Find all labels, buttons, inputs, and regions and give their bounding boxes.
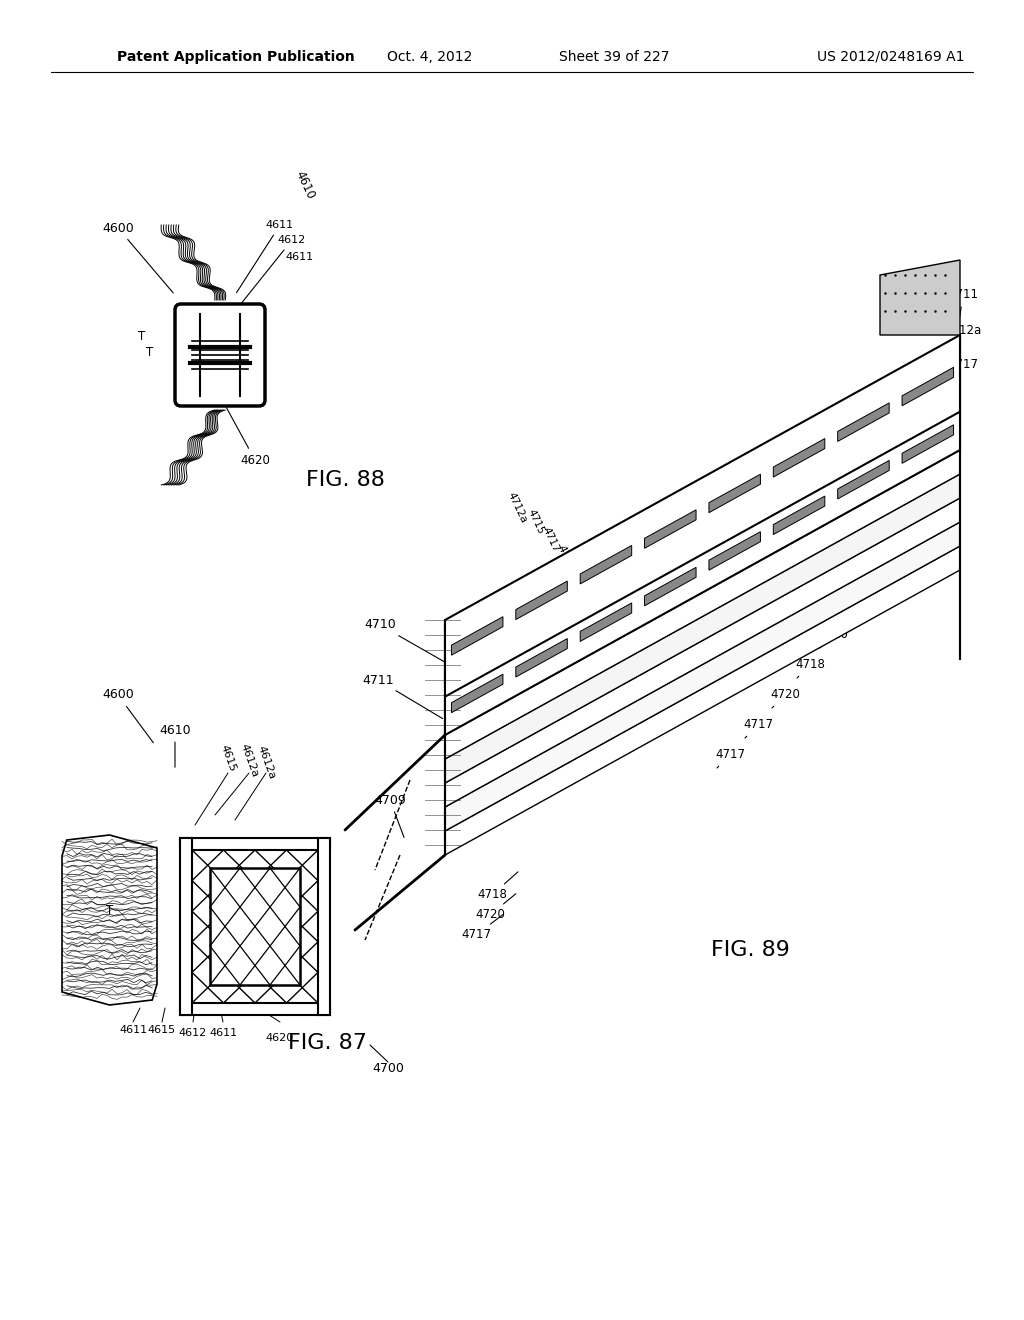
Text: 4620: 4620 xyxy=(266,1034,294,1043)
Text: 4720: 4720 xyxy=(600,593,621,620)
Text: T: T xyxy=(146,346,154,359)
Text: 4717: 4717 xyxy=(948,359,978,403)
Text: 4720: 4720 xyxy=(880,539,910,558)
Text: 4718: 4718 xyxy=(477,871,518,902)
Text: FIG. 87: FIG. 87 xyxy=(288,1034,367,1053)
Text: 4717: 4717 xyxy=(895,513,925,531)
Text: 4612a: 4612a xyxy=(239,742,260,779)
Text: 4611: 4611 xyxy=(237,220,294,293)
Polygon shape xyxy=(902,367,953,405)
Polygon shape xyxy=(644,510,696,548)
Bar xyxy=(318,838,330,1015)
Text: FIG. 88: FIG. 88 xyxy=(305,470,384,490)
Bar xyxy=(210,869,300,985)
Polygon shape xyxy=(773,438,824,477)
Text: 4600: 4600 xyxy=(102,222,173,293)
Text: 4711: 4711 xyxy=(948,289,978,333)
Text: 4720: 4720 xyxy=(770,689,800,708)
Text: 4712a: 4712a xyxy=(506,491,528,525)
Polygon shape xyxy=(445,521,961,832)
Text: 4620: 4620 xyxy=(226,408,270,466)
Text: T: T xyxy=(138,330,145,343)
Polygon shape xyxy=(773,496,824,535)
Text: 4711: 4711 xyxy=(660,653,681,681)
Polygon shape xyxy=(644,568,696,606)
Text: 4718: 4718 xyxy=(840,598,870,618)
Polygon shape xyxy=(452,616,503,655)
Text: 4717: 4717 xyxy=(461,915,503,941)
Text: 4712a: 4712a xyxy=(570,560,594,594)
Text: 4718: 4718 xyxy=(795,659,825,678)
Text: 4712a: 4712a xyxy=(944,323,982,367)
Polygon shape xyxy=(709,474,761,512)
Text: T: T xyxy=(106,903,114,916)
Text: 4600: 4600 xyxy=(102,689,154,743)
Text: Sheet 39 of 227: Sheet 39 of 227 xyxy=(559,50,670,63)
Text: 4718: 4718 xyxy=(865,564,895,583)
Polygon shape xyxy=(445,474,961,783)
Bar xyxy=(180,838,330,850)
Text: 4710: 4710 xyxy=(365,619,447,664)
Text: 4720: 4720 xyxy=(475,894,516,921)
Polygon shape xyxy=(838,461,889,499)
Text: 4717: 4717 xyxy=(541,525,561,554)
Text: Patent Application Publication: Patent Application Publication xyxy=(117,50,354,63)
Polygon shape xyxy=(516,639,567,677)
Polygon shape xyxy=(581,545,632,583)
Text: 4610: 4610 xyxy=(159,723,190,767)
Text: 4715: 4715 xyxy=(586,576,606,605)
Polygon shape xyxy=(581,603,632,642)
Text: 4712a: 4712a xyxy=(631,623,653,657)
Text: 4711: 4711 xyxy=(362,673,442,718)
Text: 4717: 4717 xyxy=(715,748,745,768)
Text: 4718: 4718 xyxy=(615,609,636,636)
Polygon shape xyxy=(62,836,157,1005)
Text: 4615: 4615 xyxy=(218,743,238,774)
Polygon shape xyxy=(902,425,953,463)
Text: 4715: 4715 xyxy=(525,508,546,536)
Text: 4712a: 4712a xyxy=(555,544,579,578)
Text: 4709: 4709 xyxy=(374,793,406,837)
Text: 4611: 4611 xyxy=(119,1026,147,1035)
Text: 4611: 4611 xyxy=(286,252,314,261)
Polygon shape xyxy=(516,581,567,619)
Text: 4712a: 4712a xyxy=(645,638,669,672)
Polygon shape xyxy=(452,675,503,713)
Text: 4611: 4611 xyxy=(209,1028,238,1038)
Text: 4612: 4612 xyxy=(242,235,306,302)
Text: US 2012/0248169 A1: US 2012/0248169 A1 xyxy=(817,50,965,63)
Polygon shape xyxy=(445,546,961,855)
Polygon shape xyxy=(709,532,761,570)
Text: 4717: 4717 xyxy=(743,718,773,738)
Text: 4610: 4610 xyxy=(293,169,317,201)
Bar xyxy=(180,1003,330,1015)
Polygon shape xyxy=(838,403,889,441)
Polygon shape xyxy=(880,260,961,335)
Text: 4700: 4700 xyxy=(372,1061,403,1074)
Polygon shape xyxy=(445,335,961,735)
Text: 4720: 4720 xyxy=(818,628,848,648)
Text: 4612a: 4612a xyxy=(255,743,276,780)
Text: 4615: 4615 xyxy=(147,1026,176,1035)
Polygon shape xyxy=(445,498,961,807)
Bar xyxy=(180,838,193,1015)
Text: FIG. 89: FIG. 89 xyxy=(711,940,790,960)
Text: 4612: 4612 xyxy=(179,1028,207,1038)
FancyBboxPatch shape xyxy=(175,304,265,407)
Polygon shape xyxy=(445,450,961,759)
Text: Oct. 4, 2012: Oct. 4, 2012 xyxy=(387,50,473,63)
